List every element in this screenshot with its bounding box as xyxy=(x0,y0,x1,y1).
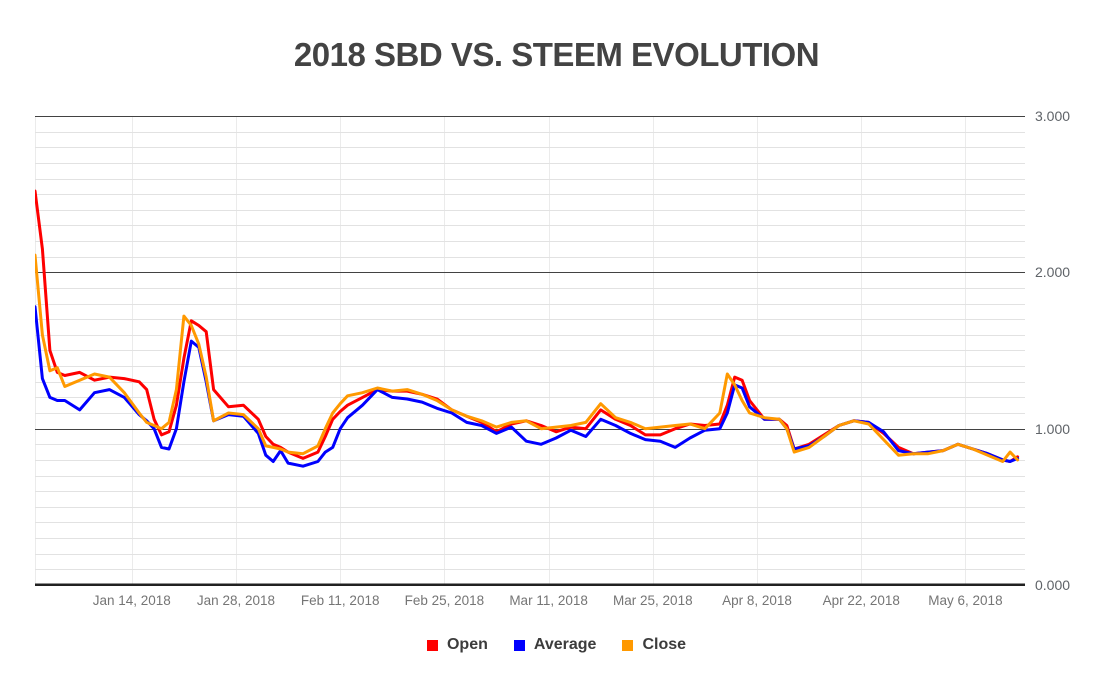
legend-marker-open xyxy=(426,639,438,651)
chart-title: 2018 SBD VS. STEEM EVOLUTION xyxy=(293,36,820,73)
x-tick-label: Feb 11, 2018 xyxy=(300,593,380,608)
x-tick-label: Apr 8, 2018 xyxy=(722,593,792,608)
legend-item-average: Average xyxy=(513,636,597,654)
plot-area xyxy=(33,116,1025,587)
x-tick-label: Jan 28, 2018 xyxy=(196,593,275,608)
x-tick-label: May 6, 2018 xyxy=(928,593,1003,608)
legend-label: Average xyxy=(533,636,597,653)
x-tick-label: Apr 22, 2018 xyxy=(822,593,900,608)
legend-item-close: Close xyxy=(622,636,686,654)
minor-gridlines xyxy=(35,132,1025,570)
legend-item-open: Open xyxy=(426,636,488,654)
y-tick-label: 3.000 xyxy=(1035,108,1071,124)
close-line xyxy=(33,253,1020,463)
legend-label: Close xyxy=(642,636,687,653)
plot-svg xyxy=(33,116,1025,586)
x-tick-label: Mar 11, 2018 xyxy=(509,593,588,608)
x-tick-label: Feb 25, 2018 xyxy=(404,593,485,608)
x-tick-label: Jan 14, 2018 xyxy=(92,593,171,608)
y-tick-label: 0.000 xyxy=(1035,577,1071,593)
legend-marker-close xyxy=(622,639,634,651)
legend: Open Average Close xyxy=(0,636,1113,654)
legend-label: Open xyxy=(446,636,488,653)
y-tick-label: 1.000 xyxy=(1035,420,1071,437)
major-gridlines xyxy=(35,116,1025,586)
y-tick-label: 2.000 xyxy=(1035,264,1071,281)
legend-marker-average xyxy=(513,639,525,651)
x-tick-label: Mar 25, 2018 xyxy=(613,593,693,608)
